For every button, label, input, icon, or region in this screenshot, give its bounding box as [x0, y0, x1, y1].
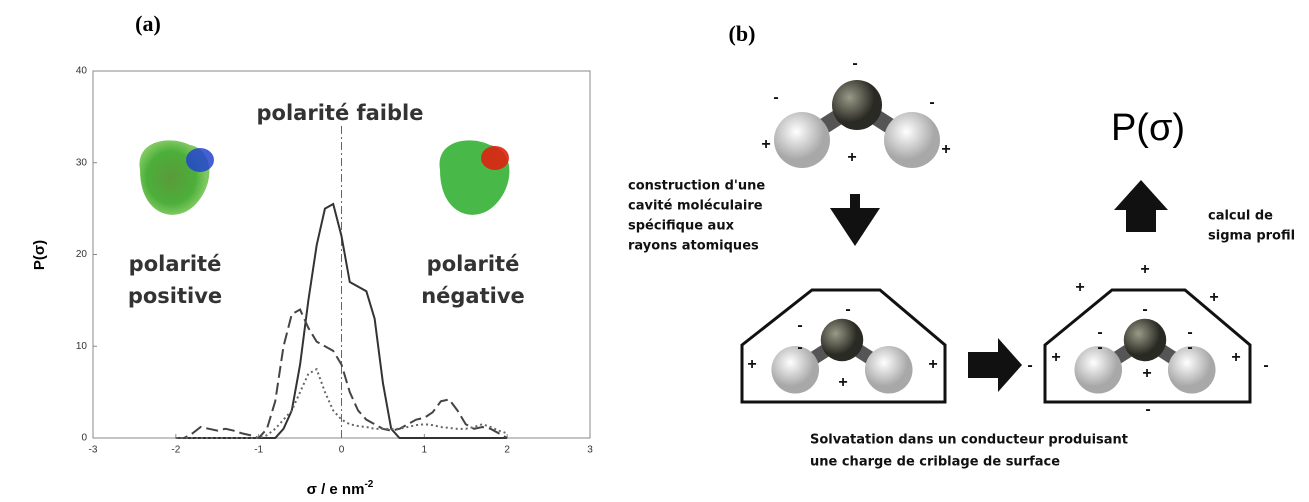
oxygen-atom	[832, 80, 882, 130]
charge: -	[1097, 324, 1102, 341]
cavity-box	[740, 288, 947, 404]
oxygen-atom	[1123, 318, 1167, 362]
arrow-up	[1114, 180, 1168, 232]
x-axis-label: σ / e nm-2	[307, 479, 374, 498]
hydrogen-atom	[1074, 345, 1123, 394]
x-axis-label-sup: -2	[364, 479, 373, 490]
charge: -	[797, 317, 802, 334]
annotation: négative	[421, 284, 525, 308]
x-tick-label: -1	[254, 445, 263, 456]
panel-label: (a)	[135, 11, 161, 36]
charge: +	[1142, 365, 1151, 382]
y-tick-label: 40	[76, 66, 88, 77]
series-line	[175, 367, 508, 439]
hydrogen-atom	[864, 345, 913, 394]
charge: -	[1142, 301, 1147, 318]
y-tick-label: 10	[76, 341, 88, 352]
molecule-surface-positive	[139, 140, 214, 215]
x-tick-label: -3	[89, 445, 98, 456]
y-tick-label: 0	[81, 433, 87, 444]
caption-line: spécifique aux	[628, 219, 735, 234]
hydrogen-atom	[774, 112, 830, 168]
y-axis-label: P(σ)	[31, 240, 48, 270]
charge: -	[773, 89, 778, 106]
charge: +	[941, 141, 950, 158]
x-tick-label: 1	[422, 445, 428, 456]
annotation: polarité	[427, 252, 520, 276]
caption-line: Solvatation dans un conducteur produisan…	[810, 433, 1128, 448]
caption-line: construction d'une	[628, 179, 765, 194]
annotation: polarité faible	[257, 101, 424, 125]
panel-label: (b)	[729, 21, 756, 46]
charge: -	[1097, 339, 1102, 356]
hydrogen-atom	[771, 345, 820, 394]
charge: -	[929, 94, 934, 111]
charge: +	[928, 356, 937, 373]
caption-line: rayons atomiques	[628, 239, 759, 254]
oxygen-atom	[820, 318, 864, 362]
hydrogen-atom	[1167, 345, 1216, 394]
hydrogen-atom	[884, 112, 940, 168]
caption-line: cavité moléculaire	[628, 199, 763, 214]
x-axis-label-main: σ / e nm	[307, 481, 365, 498]
x-tick-label: 2	[504, 445, 510, 456]
caption-line: sigma profil	[1208, 229, 1295, 244]
y-tick-label: 30	[76, 157, 88, 168]
charge: -	[1027, 357, 1032, 374]
charge: -	[1187, 324, 1192, 341]
charge: +	[1075, 279, 1084, 296]
arrow-right	[968, 338, 1022, 392]
charge: -	[1187, 339, 1192, 356]
caption-line: calcul de	[1208, 209, 1273, 224]
x-tick-label: 3	[587, 445, 593, 456]
caption-line: une charge de criblage de surface	[810, 455, 1060, 470]
charge: -	[845, 301, 850, 318]
charge: +	[761, 136, 770, 153]
cavity-box	[1043, 288, 1252, 404]
charge: +	[847, 149, 856, 166]
charge: -	[797, 339, 802, 356]
molecule-surface-negative	[439, 140, 510, 215]
charge: +	[838, 374, 847, 391]
charge: +	[1209, 289, 1218, 306]
annotation: positive	[128, 284, 222, 308]
charge: -	[1145, 401, 1150, 418]
x-tick-label: 0	[339, 445, 345, 456]
y-tick-label: 20	[76, 249, 88, 260]
charge: -	[1263, 357, 1268, 374]
series-line	[175, 308, 508, 440]
x-tick-label: -2	[171, 445, 180, 456]
charge: +	[747, 356, 756, 373]
output-label: P(σ)	[1111, 107, 1185, 149]
charge: -	[852, 55, 857, 72]
annotation: polarité	[129, 252, 222, 276]
arrow-down	[830, 194, 880, 246]
charge: +	[1140, 261, 1149, 278]
charge: +	[1231, 349, 1240, 366]
charge: +	[1051, 349, 1060, 366]
